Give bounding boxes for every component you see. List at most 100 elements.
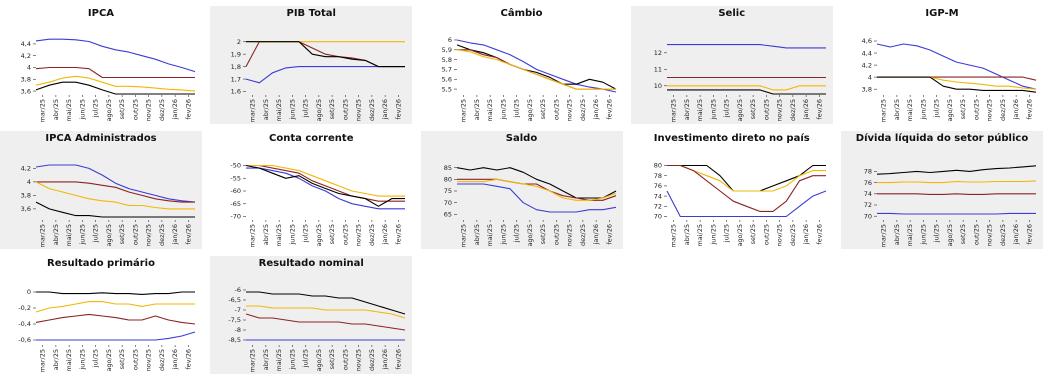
y-tick-label: 3,8 — [21, 75, 31, 83]
x-tick-label: jul/25 — [302, 349, 310, 368]
x-tick-label: out/25 — [972, 224, 980, 245]
x-tick-label: mar/25 — [459, 224, 467, 247]
y-tick-label: -60 — [231, 187, 242, 195]
series-line-yellow — [456, 49, 616, 90]
chart-panel: Investimento direto no país 70 72 74 76 78 80 m… — [631, 131, 833, 249]
x-tick-label: jan/26 — [802, 224, 810, 245]
x-tick-label: out/25 — [762, 99, 770, 120]
series-line-black — [35, 201, 195, 218]
series-line-blue — [666, 44, 826, 49]
x-tick-label: jun/25 — [78, 99, 86, 121]
chart-panel: IPCA 3,6 3,8 4 4,2 4,4 mar/25 abr/25 mai/25 jun/2… — [0, 6, 202, 124]
x-tick-label: set/25 — [118, 224, 126, 244]
series-line-black — [246, 41, 406, 68]
x-tick-label: set/25 — [539, 99, 547, 119]
x-tick-label: fev/26 — [184, 224, 192, 245]
chart-panel: Resultado primário -0,6 -0,4 -0,2 0 mar/25 abr… — [0, 256, 202, 374]
x-tick-label: dez/25 — [999, 99, 1007, 121]
chart-plot: -0,6 -0,4 -0,2 0 mar/25 abr/25 mai/25 jun/25 jul… — [18, 288, 196, 372]
series-line-blue — [456, 39, 616, 93]
x-tick-label: jan/26 — [1012, 99, 1020, 120]
chart-title: Dívida líquida do setor público — [855, 133, 1029, 144]
chart-plot: -70 -65 -60 -55 -50 mar/25 abr/25 mai/25 jun/25 j… — [231, 162, 406, 247]
y-tick-label: -6 — [235, 286, 241, 294]
chart-plot: 65 70 75 80 85 mar/25 abr/25 mai/25 jun/25 jul/25… — [443, 164, 616, 247]
x-tick-label: mai/25 — [65, 224, 73, 247]
x-tick-label: jun/25 — [499, 99, 507, 121]
x-tick-label: mai/25 — [65, 349, 73, 372]
x-tick-label: ago/25 — [105, 99, 113, 122]
y-tick-label: -0,4 — [18, 320, 31, 328]
x-tick-label: fev/26 — [395, 349, 403, 370]
x-tick-label: ago/25 — [315, 99, 323, 122]
y-tick-label: 74 — [653, 192, 661, 200]
y-tick-label: 70 — [653, 213, 661, 221]
y-tick-label: 78 — [864, 168, 872, 176]
y-tick-label: 5,5 — [441, 85, 451, 93]
y-tick-label: 3,6 — [21, 205, 31, 213]
series-line-red — [246, 164, 406, 202]
y-tick-label: 72 — [653, 202, 661, 210]
y-tick-label: -50 — [231, 162, 242, 170]
series-line-yellow — [246, 164, 406, 197]
series-line-red — [35, 313, 196, 325]
x-tick-label: jun/25 — [289, 349, 297, 371]
y-tick-label: 4,2 — [21, 165, 31, 173]
chart-plot: 70 72 74 76 78 mar/25 abr/25 mai/25 jun/25 jul/25… — [864, 165, 1037, 247]
x-tick-label: dez/25 — [368, 224, 376, 246]
chart-title: Conta corrente — [269, 133, 354, 144]
x-tick-label: out/25 — [131, 224, 139, 245]
series-line-yellow — [246, 305, 406, 319]
series-line-black — [456, 44, 616, 90]
series-line-yellow — [877, 180, 1037, 184]
x-tick-label: nov/25 — [775, 224, 783, 246]
x-tick-label: jun/25 — [709, 99, 717, 121]
chart-panel: PIB Total 1,6 1,7 1,8 1,9 2 mar/25 abr/25 mai/25… — [210, 6, 413, 124]
x-tick-label: out/25 — [131, 349, 139, 370]
x-tick-label: abr/25 — [893, 224, 901, 245]
y-tick-label: 5,7 — [441, 66, 451, 74]
x-tick-label: mar/25 — [39, 349, 47, 372]
y-tick-label: 4,6 — [862, 37, 872, 45]
x-tick-label: abr/25 — [262, 349, 270, 370]
y-tick-label: 70 — [443, 199, 451, 207]
x-tick-label: jan/26 — [171, 99, 179, 120]
chart-title: Saldo — [505, 133, 538, 144]
y-tick-label: -0,2 — [18, 304, 31, 312]
x-tick-label: set/25 — [749, 99, 757, 119]
series-line-black — [35, 81, 195, 95]
x-tick-label: out/25 — [972, 99, 980, 120]
chart-plot: 3,6 3,8 4 4,2 mar/25 abr/25 mai/25 jun/25 jul/25… — [21, 164, 196, 247]
x-tick-label: abr/25 — [683, 99, 691, 120]
x-tick-label: jun/25 — [78, 349, 86, 371]
y-tick-label: -0,6 — [18, 336, 31, 344]
y-tick-label: 11 — [653, 65, 661, 73]
x-tick-label: mar/25 — [249, 224, 257, 247]
series-line-blue — [456, 183, 616, 213]
y-tick-label: 6 — [447, 36, 451, 44]
x-tick-label: ago/25 — [315, 349, 323, 372]
x-tick-label: jun/25 — [289, 99, 297, 121]
x-tick-label: fev/26 — [184, 349, 192, 370]
x-tick-label: dez/25 — [368, 99, 376, 121]
x-tick-label: set/25 — [118, 349, 126, 369]
x-tick-label: set/25 — [328, 224, 336, 244]
x-tick-label: jan/26 — [592, 99, 600, 120]
series-line-black — [36, 291, 195, 295]
x-tick-label: ago/25 — [736, 224, 744, 247]
x-tick-label: out/25 — [762, 224, 770, 245]
series-line-red — [877, 193, 1036, 195]
series-line-blue — [246, 66, 406, 84]
series-line-blue — [35, 164, 196, 203]
y-tick-label: 70 — [864, 212, 872, 220]
chart-title: Câmbio — [500, 8, 543, 19]
x-tick-label: fev/26 — [1025, 224, 1033, 245]
y-tick-label: 4,4 — [862, 49, 872, 57]
x-tick-label: jan/26 — [381, 224, 389, 245]
x-tick-label: abr/25 — [472, 99, 480, 120]
chart-panel: Dívida líquida do setor público 70 72 74 76 7… — [841, 131, 1043, 249]
chart-plot: -8,5 -8 -7,5 -7 -6,5 -6 mar/25 abr/25 mai/25 jun/… — [229, 286, 406, 372]
x-tick-label: abr/25 — [472, 224, 480, 245]
x-tick-label: ago/25 — [525, 224, 533, 247]
y-tick-label: 1,7 — [231, 75, 241, 83]
